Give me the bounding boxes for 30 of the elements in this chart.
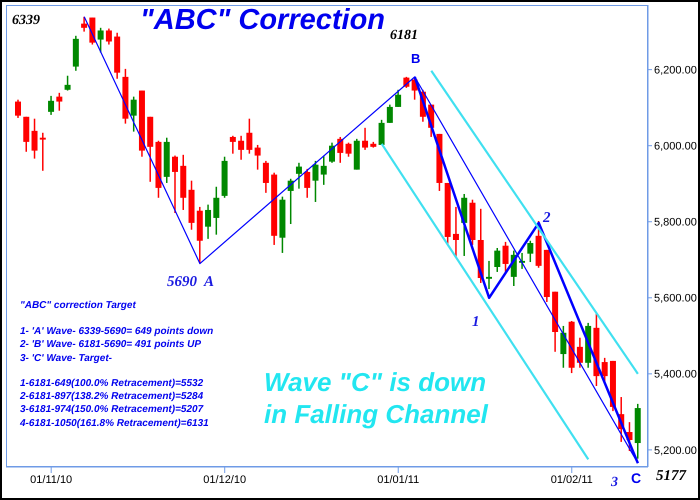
annotation: in Falling Channel (264, 399, 488, 429)
text: 3 (611, 475, 618, 490)
x-tick-label: 01/02/11 (550, 474, 593, 486)
x-tick-label: 01/12/10 (203, 474, 246, 486)
y-tick-label: 5,800.00 (654, 216, 697, 229)
text: C (631, 470, 642, 486)
annotation: B (411, 51, 420, 66)
annotation: 2-6181-897(138.2% Retracement)=5284 (20, 391, 204, 402)
annotation: "ABC" correction Target (20, 300, 136, 311)
annotation: 1 (472, 314, 480, 330)
annotation: 6339 (12, 13, 40, 28)
annotation: 3-6181-974(150.0% Retracement)=5207 (20, 404, 204, 415)
annotation: 4-6181-1050(161.8% Retracement)=6131 (20, 418, 209, 429)
annotation: 3- 'C' Wave- Target- (20, 353, 112, 364)
annotation: 6181 (390, 28, 418, 43)
chart-title: "ABC" Correction (140, 4, 386, 37)
y-tick-label: 5,200.00 (654, 444, 697, 457)
annotation: 2 (543, 210, 550, 226)
annotation: 1- 'A' Wave- 6339-5690= 649 points down (20, 326, 214, 337)
y-tick-label: 6,000.00 (654, 140, 697, 153)
y-tick-label: 6,200.00 (654, 64, 697, 77)
x-tick-label: 01/11/10 (30, 474, 72, 486)
annotation: Wave "C" is down (264, 367, 486, 397)
y-tick-label: 5,400.00 (654, 368, 697, 381)
annotation: 5690 A (167, 274, 214, 290)
annotation: 2- 'B' Wave- 6181-5690= 491 points UP (20, 339, 202, 350)
annotation: 1-6181-649(100.0% Retracement)=5532 (20, 378, 204, 389)
x-tick-label: 01/01/11 (377, 474, 420, 486)
text: 5177 (656, 468, 686, 484)
y-tick-label: 5,600.00 (654, 292, 697, 305)
